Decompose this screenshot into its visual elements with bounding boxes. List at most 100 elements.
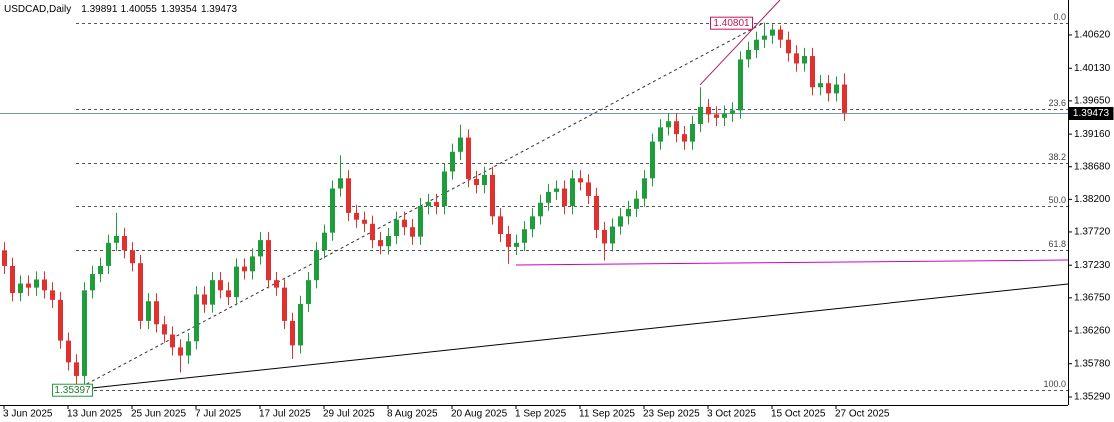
candle-body: [474, 178, 479, 186]
x-tick-label: 15 Oct 2025: [771, 409, 826, 420]
candle-body: [90, 274, 95, 291]
candle-body: [738, 59, 743, 111]
candle-body: [514, 242, 519, 247]
candle-body: [138, 263, 143, 321]
candle-body: [626, 208, 631, 217]
x-tick-label: 20 Aug 2025: [451, 409, 508, 420]
candle-body: [690, 123, 695, 142]
y-tick-label: 1.38200: [1074, 194, 1111, 205]
symbol: USDCAD,Daily: [4, 4, 71, 15]
candle-body: [378, 240, 383, 247]
x-tick-label: 8 Aug 2025: [387, 409, 438, 420]
candle-body: [818, 83, 823, 88]
trendline: [75, 22, 765, 391]
header-open: 1.39891: [81, 4, 118, 15]
fibo-label: 0.0: [1053, 12, 1066, 22]
candle-body: [26, 283, 31, 288]
candle-body: [10, 265, 15, 294]
candle-body: [2, 250, 7, 266]
candle-body: [730, 110, 735, 114]
candle-body: [314, 250, 319, 281]
x-tick-label: 3 Oct 2025: [707, 409, 756, 420]
candle-body: [554, 188, 559, 192]
candle-body: [354, 212, 359, 220]
candle-body: [794, 53, 799, 64]
candle-body: [402, 219, 407, 228]
candle-body: [826, 83, 831, 94]
header-close: 1.39473: [201, 4, 238, 15]
candle-body: [570, 178, 575, 207]
candle-body: [362, 219, 367, 224]
candle-body: [34, 279, 39, 288]
candle-body: [610, 226, 615, 244]
fibo-label: 38.2: [1048, 152, 1066, 162]
candle-body: [194, 294, 199, 342]
candle-body: [122, 236, 127, 251]
candle-body: [538, 202, 543, 217]
high-price-label: 1.40801: [713, 18, 750, 29]
candle-body: [226, 290, 231, 298]
candle-body: [330, 188, 335, 233]
candle-body: [114, 236, 119, 243]
candle-body: [770, 29, 775, 36]
candle-body: [602, 229, 607, 244]
candle-body: [458, 137, 463, 152]
current-price-label: 1.39473: [1073, 108, 1110, 119]
candle-body: [370, 223, 375, 241]
candle-body: [618, 216, 623, 227]
candle-body: [722, 113, 727, 118]
x-tick-label: 11 Sep 2025: [579, 409, 635, 420]
header-low: 1.39354: [161, 4, 198, 15]
fibo-label: 61.8: [1048, 239, 1066, 249]
candle-body: [130, 250, 135, 264]
candle-body: [338, 178, 343, 189]
candle-body: [482, 174, 487, 186]
x-tick-label: 1 Sep 2025: [515, 409, 567, 420]
candle-body: [242, 266, 247, 272]
candle-body: [642, 178, 647, 199]
candle-body: [450, 151, 455, 172]
candle-body: [18, 283, 23, 294]
candle-body: [546, 191, 551, 203]
candle-body: [218, 280, 223, 291]
y-tick-label: 1.35780: [1074, 358, 1111, 369]
candle-body: [58, 299, 63, 341]
candle-body: [394, 219, 399, 237]
header-high: 1.40055: [121, 4, 158, 15]
x-tick-label: 17 Jul 2025: [259, 409, 311, 420]
y-tick-label: 1.40620: [1074, 30, 1111, 41]
candle-body: [178, 347, 183, 356]
candle-body: [746, 49, 751, 60]
candle-body: [266, 240, 271, 281]
x-tick-label: 7 Jul 2025: [195, 409, 242, 420]
candle-body: [50, 290, 55, 300]
candle-body: [250, 256, 255, 272]
candle-body: [258, 240, 263, 257]
candle-body: [530, 216, 535, 230]
candle-body: [674, 121, 679, 135]
candle-body: [74, 362, 79, 376]
y-tick-label: 1.38680: [1074, 161, 1111, 172]
candle-body: [778, 29, 783, 40]
candle-body: [562, 188, 567, 207]
x-tick-label: 25 Jun 2025: [131, 409, 186, 420]
candle-body: [634, 198, 639, 209]
candle-body: [466, 137, 471, 179]
candle-body: [322, 232, 327, 251]
candle-body: [66, 340, 71, 363]
candle-body: [154, 301, 159, 325]
candle-body: [282, 287, 287, 321]
candle-body: [490, 174, 495, 217]
x-tick-label: 29 Jul 2025: [323, 409, 375, 420]
candle-body: [442, 171, 447, 207]
y-tick-label: 1.37720: [1074, 227, 1111, 238]
y-tick-label: 1.36260: [1074, 326, 1111, 337]
candle-body: [162, 324, 167, 335]
candle-body: [498, 216, 503, 234]
candle-body: [418, 206, 423, 237]
candle-body: [434, 202, 439, 207]
low-price-label: 1.35397: [54, 385, 91, 396]
trendline: [515, 259, 1068, 266]
